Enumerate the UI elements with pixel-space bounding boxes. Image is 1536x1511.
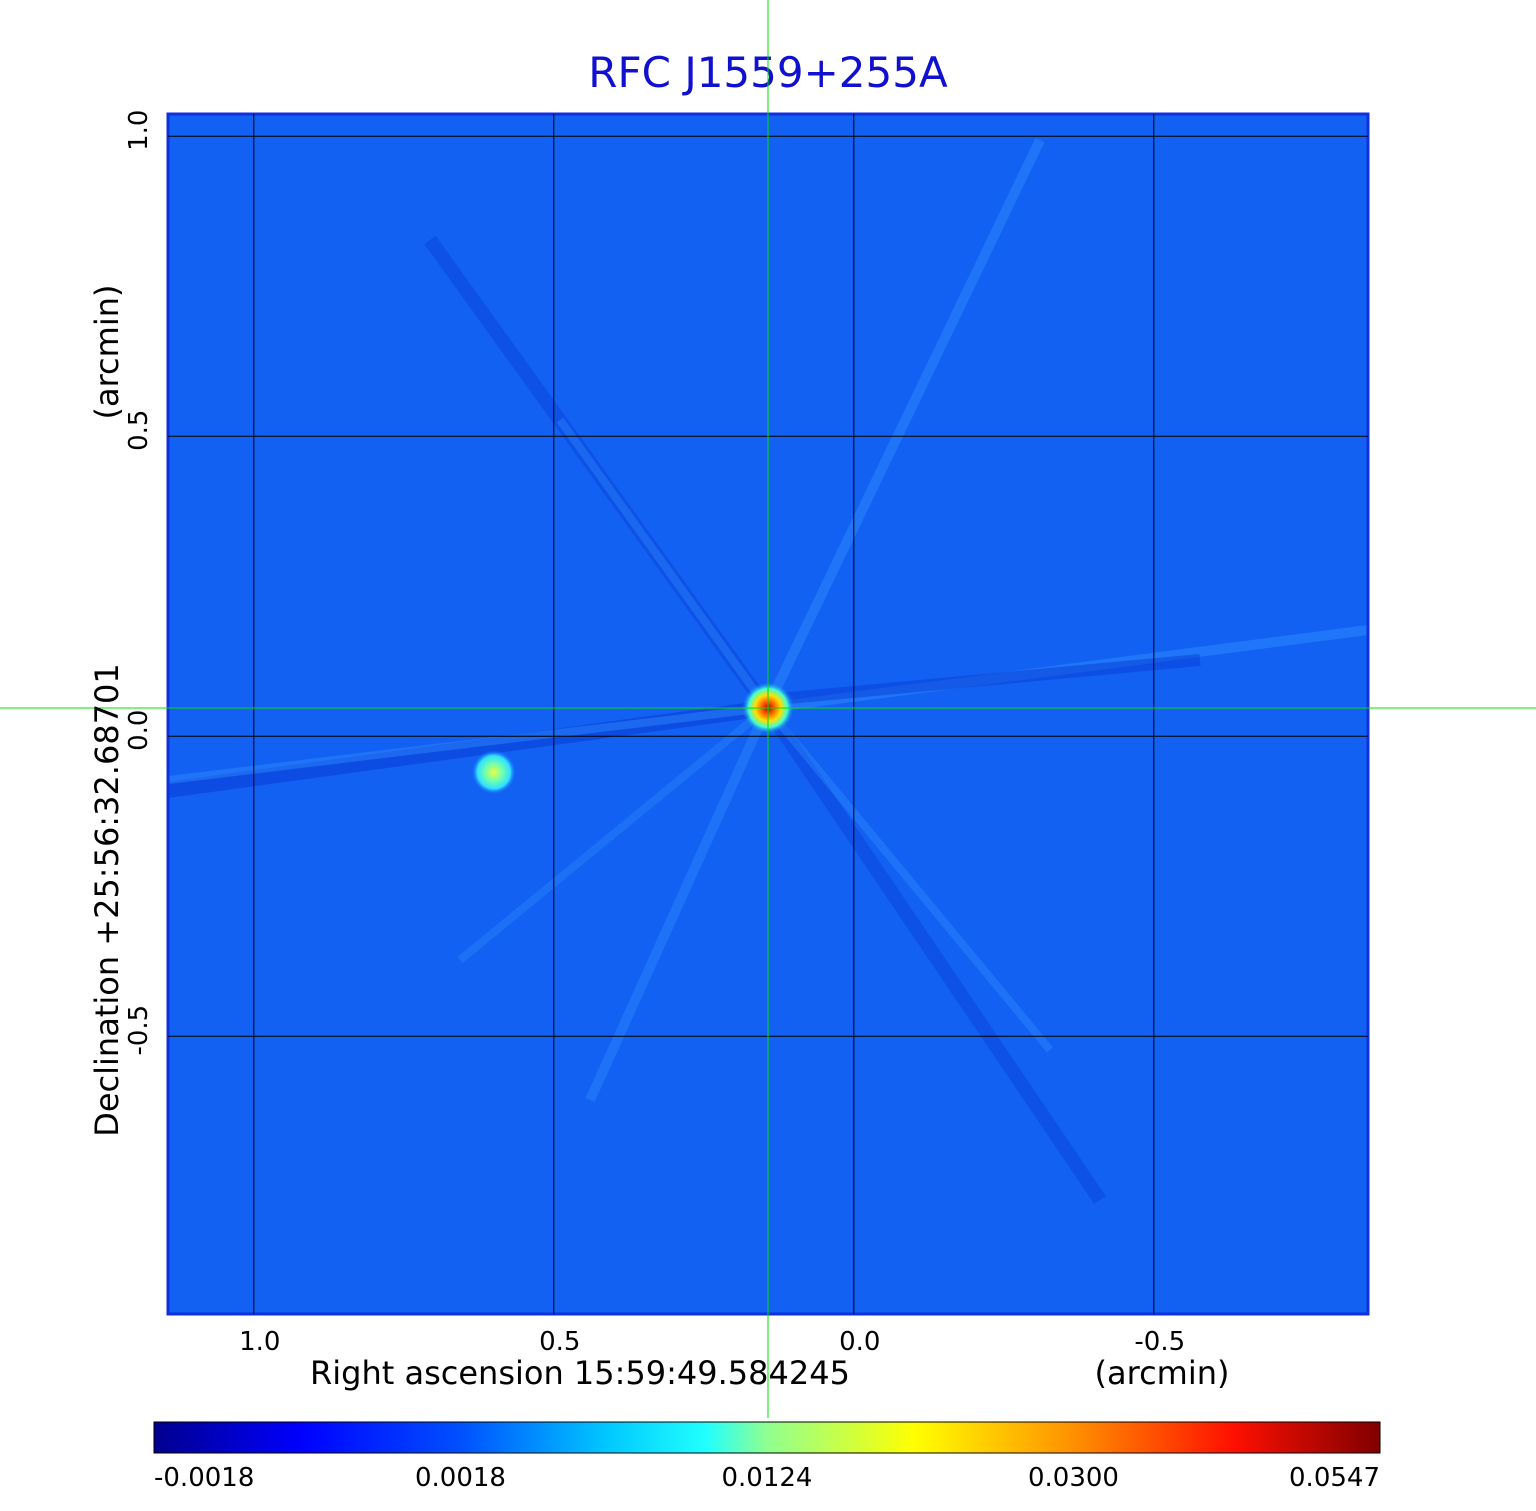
x-tick-labels: 1.0 0.5 0.0 -0.5 — [239, 1327, 1185, 1357]
y-tick-label: 1.0 — [124, 110, 154, 151]
x-tick-label: 0.0 — [839, 1327, 880, 1357]
x-tick-label: 1.0 — [239, 1327, 280, 1357]
colorbar-tick-label: 0.0300 — [1028, 1463, 1119, 1493]
y-axis-label: Declination +25:56:32.68701 — [88, 663, 126, 1137]
colorbar-tick-labels: -0.0018 0.0018 0.0124 0.0300 0.0547 — [154, 1463, 1380, 1493]
colorbar — [153, 1421, 1381, 1454]
x-axis-unit: (arcmin) — [1095, 1354, 1230, 1392]
y-tick-label: -0.5 — [124, 1005, 154, 1056]
colorbar-tick-label: 0.0124 — [722, 1463, 813, 1493]
sidelobe-streaks — [168, 137, 1368, 1204]
secondary-source — [471, 750, 516, 795]
x-axis-label: Right ascension 15:59:49.584245 — [310, 1354, 850, 1392]
colorbar-tick-label: 0.0547 — [1289, 1463, 1380, 1493]
x-tick-label: 0.5 — [539, 1327, 580, 1357]
y-axis-unit: (arcmin) — [88, 285, 126, 420]
y-tick-label: 0.0 — [124, 710, 154, 751]
crosshair — [0, 0, 1536, 1418]
x-tick-label: -0.5 — [1134, 1327, 1185, 1357]
colorbar-tick-label: 0.0018 — [415, 1463, 506, 1493]
y-tick-labels: 1.0 0.5 0.0 -0.5 — [124, 110, 154, 1056]
colorbar-tick-label: -0.0018 — [154, 1463, 254, 1493]
y-tick-label: 0.5 — [124, 410, 154, 451]
